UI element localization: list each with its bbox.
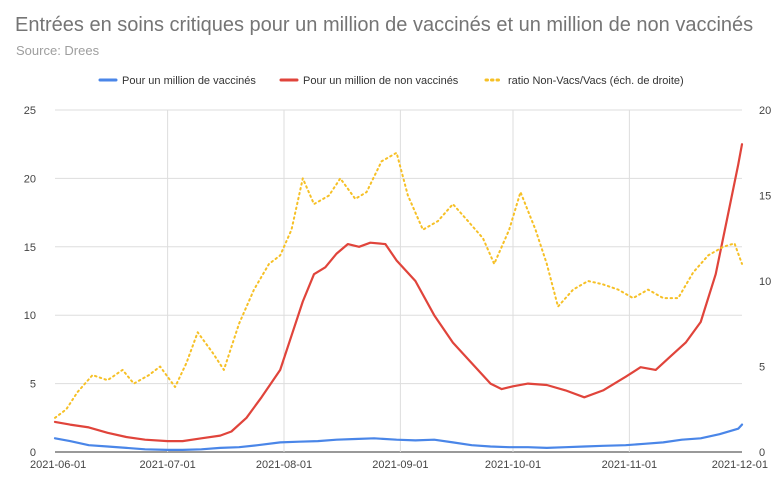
x-tick-label: 2021-09-01 — [372, 459, 428, 471]
y-right-tick-label: 0 — [759, 447, 765, 459]
x-tick-label: 2021-12-01 — [712, 459, 768, 471]
series-line-3 — [54, 151, 743, 419]
y-right-tick-label: 15 — [759, 191, 771, 203]
legend-label-1: Pour un million de vaccinés — [122, 75, 256, 87]
y-left-tick-label: 25 — [24, 105, 36, 117]
x-tick-label: 2021-07-01 — [139, 459, 195, 471]
legend-label-2: Pour un million de non vaccinés — [303, 75, 459, 87]
y-left-tick-label: 10 — [24, 310, 36, 322]
y-left-tick-label: 20 — [24, 173, 36, 185]
series-line-2 — [53, 143, 744, 443]
legend-label-3: ratio Non-Vacs/Vacs (éch. de droite) — [508, 75, 684, 87]
y-right-tick-label: 10 — [759, 276, 771, 288]
x-tick-label: 2021-08-01 — [256, 459, 312, 471]
x-tick-label: 2021-11-01 — [602, 459, 657, 471]
y-left-tick-label: 0 — [30, 447, 36, 459]
y-right-tick-label: 20 — [759, 105, 771, 117]
y-left-tick-label: 15 — [24, 242, 36, 254]
series-line-1 — [53, 423, 744, 451]
chart-title: Entrées en soins critiques pour un milli… — [15, 14, 754, 36]
x-tick-label: 2021-10-01 — [485, 459, 541, 471]
y-left-tick-label: 5 — [30, 379, 36, 391]
y-right-tick-label: 5 — [759, 362, 765, 374]
chart-subtitle: Source: Drees — [16, 43, 100, 58]
x-tick-label: 2021-06-01 — [30, 459, 86, 471]
